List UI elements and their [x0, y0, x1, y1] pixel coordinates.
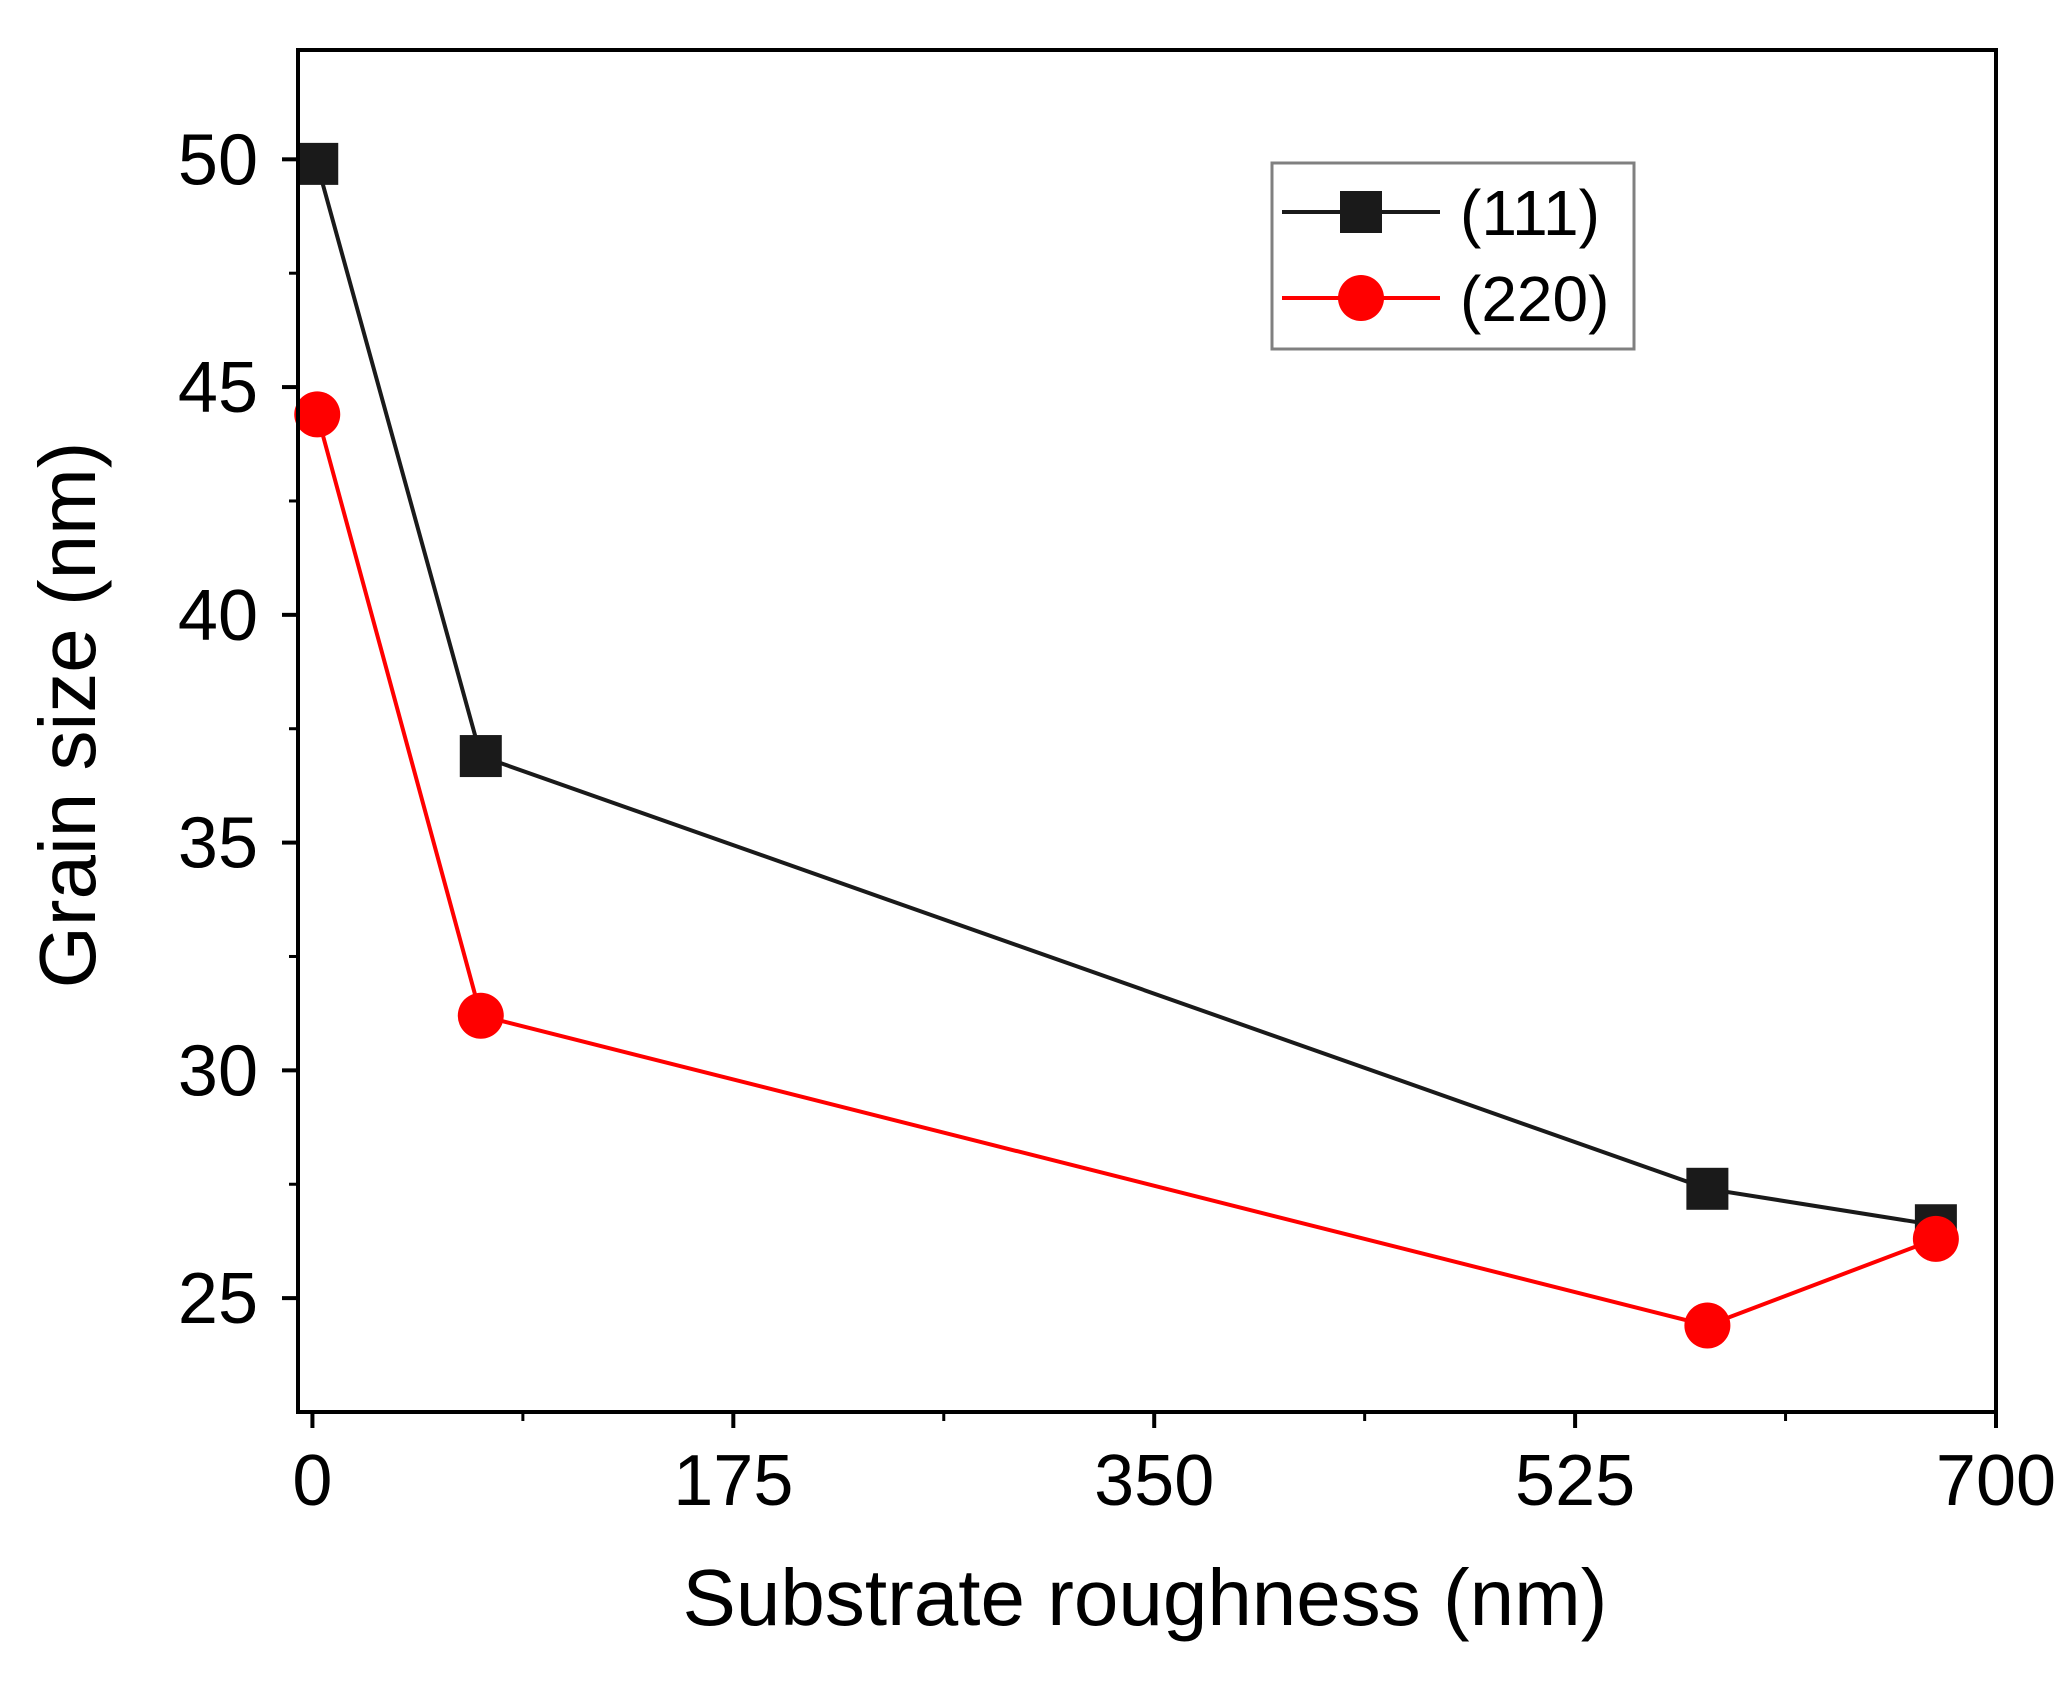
x-tick-label-4: 700: [1936, 1441, 2056, 1521]
y-tick-label-2: 35: [178, 804, 258, 884]
plot-frame: [296, 48, 1998, 1414]
y-tick-label-1: 30: [178, 1031, 258, 1111]
x-axis-title: Substrate roughness (nm): [683, 1553, 1608, 1642]
x-tick-label-2: 350: [1094, 1441, 1214, 1521]
legend-marker-111: [1340, 191, 1382, 233]
y-tick-label-0: 25: [178, 1259, 258, 1339]
y-axis-title: Grain size (nm): [23, 442, 112, 989]
legend-box: [1270, 161, 1636, 351]
series-markers: [294, 142, 1959, 1349]
data-point-s1-3: [1912, 1215, 1959, 1262]
legend-marker-220: [1338, 275, 1384, 321]
series-line-0: [315, 163, 1937, 1228]
legend-label-220: (220): [1460, 263, 1609, 335]
x-tick-label-0: 0: [292, 1441, 332, 1521]
data-point-s1-1: [457, 992, 504, 1039]
data-point-s1-0: [294, 391, 341, 438]
legend-label-111: (111): [1460, 177, 1600, 249]
x-tick-label-1: 175: [673, 1441, 793, 1521]
data-point-s0-0: [296, 142, 339, 185]
data-point-s1-2: [1684, 1302, 1731, 1349]
data-point-s0-2: [1686, 1167, 1729, 1210]
series-line-1: [315, 413, 1937, 1328]
y-tick-label-5: 50: [178, 120, 258, 200]
y-tick-label-3: 40: [178, 576, 258, 656]
legend: (111) (220): [1270, 161, 1636, 351]
axes: 0 175 350 525 700 25 30 35 40 45 50: [178, 48, 2056, 1521]
y-tick-label-4: 45: [178, 348, 258, 428]
x-tick-label-3: 525: [1515, 1441, 1635, 1521]
series-lines: [315, 163, 1937, 1328]
data-point-s0-1: [459, 735, 502, 778]
